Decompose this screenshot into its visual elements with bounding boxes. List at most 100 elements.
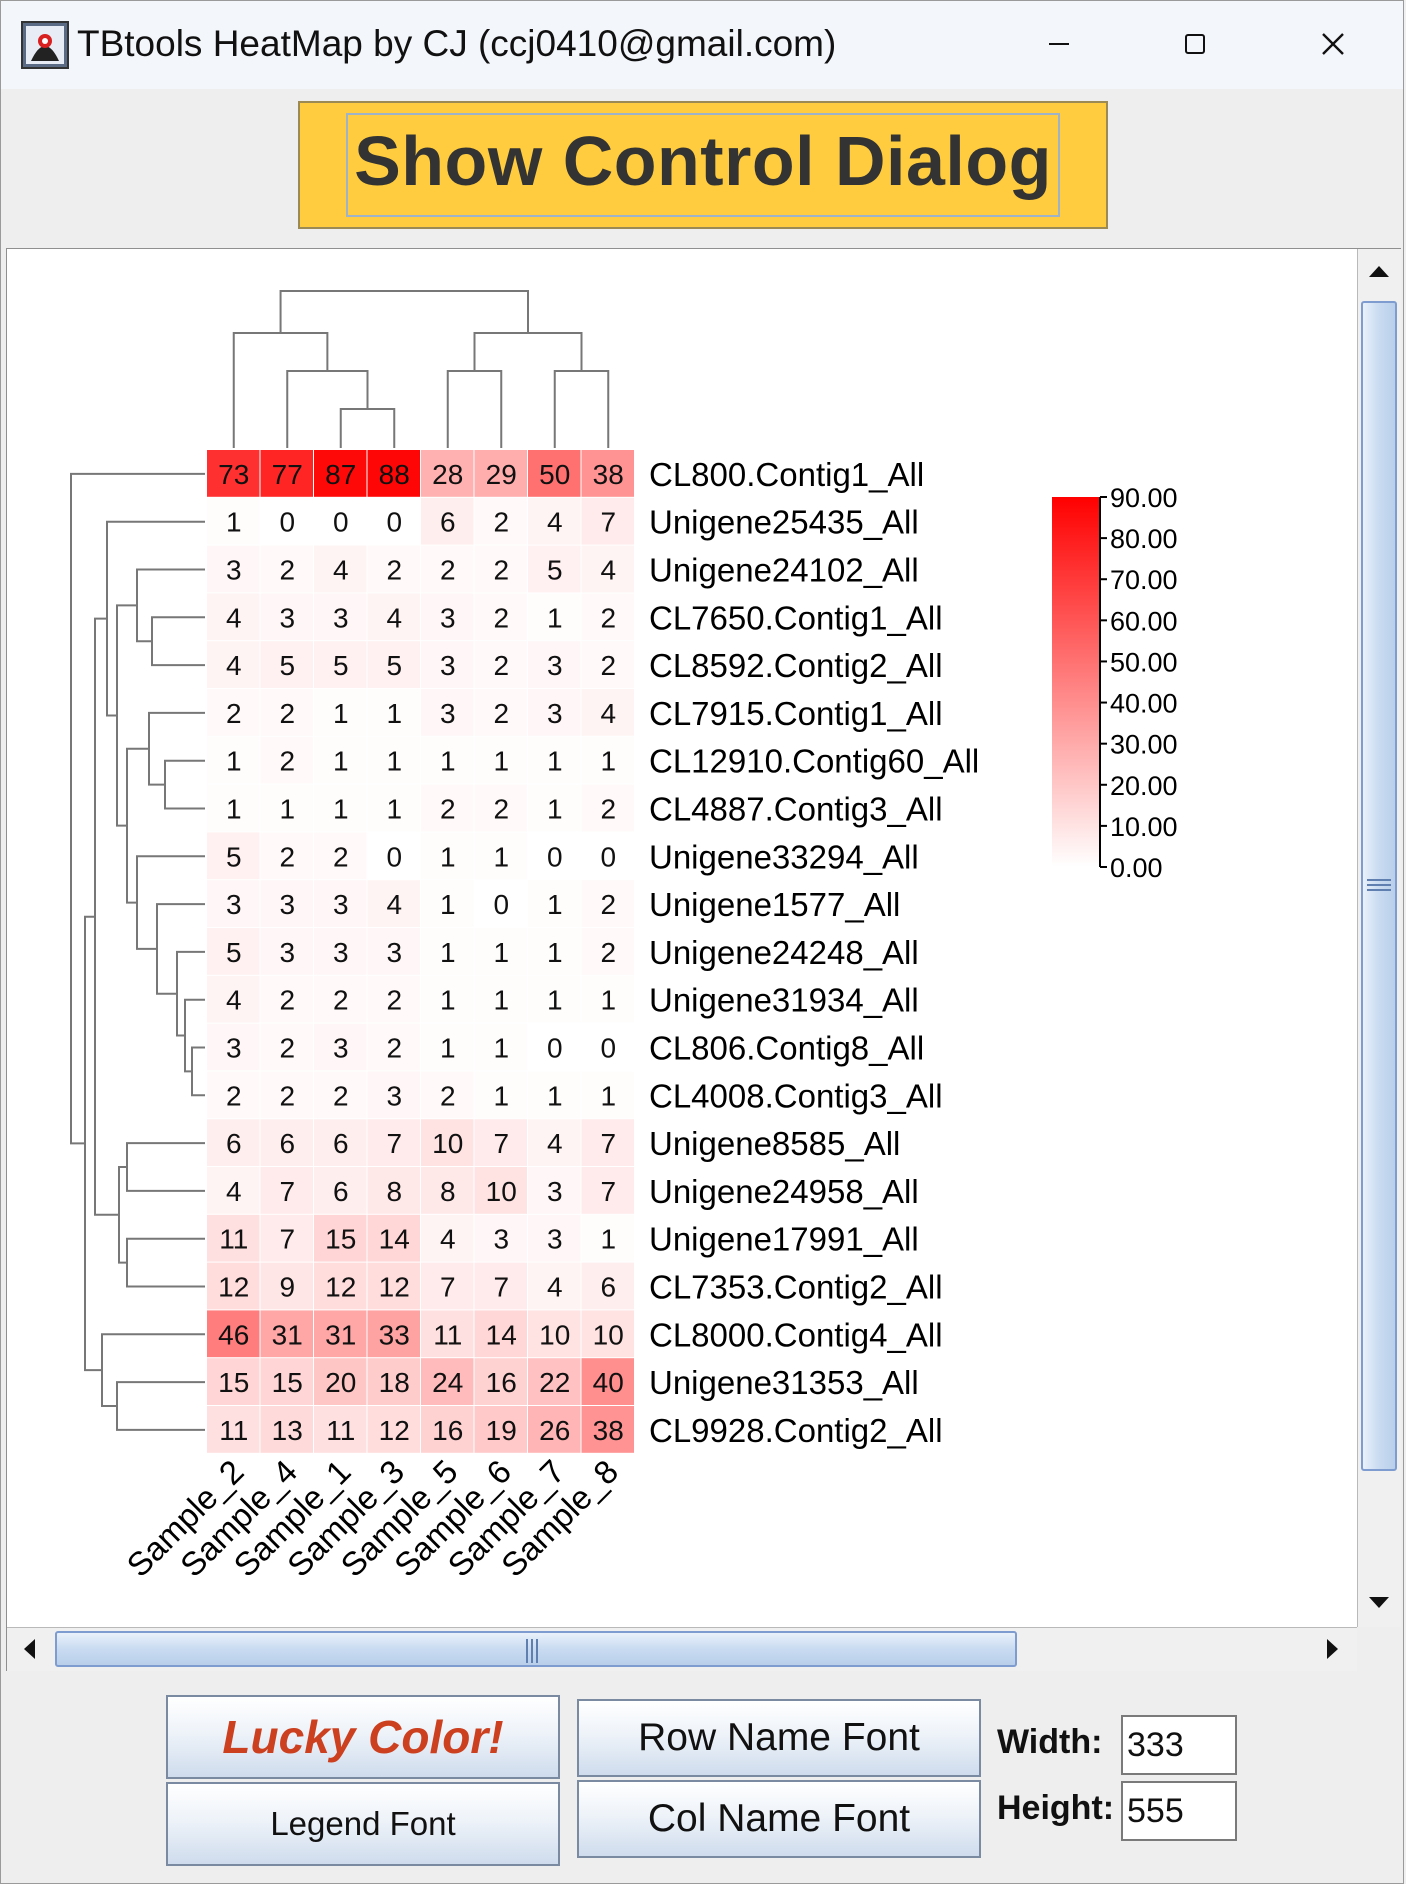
heatmap-cell — [367, 975, 420, 1023]
heatmap-cell — [207, 832, 260, 880]
heatmap-cell — [314, 497, 367, 545]
cell-value: 6 — [333, 1176, 349, 1207]
cell-value: 1 — [600, 1080, 616, 1111]
dendrogram-branch — [279, 290, 529, 333]
cell-value: 15 — [325, 1224, 356, 1255]
focus-ring — [346, 113, 1060, 217]
cell-value: 1 — [440, 889, 456, 920]
heatmap-scroll-pane[interactable]: 73 77 87 88 28 29 50 38 1 0 0 0 6 2 4 7 3 2 4 2 2 2 5 4 4 3 3 4 3 2 1 2… — [6, 248, 1401, 1671]
cell-value: 1 — [547, 794, 563, 825]
grip-icon — [526, 1639, 538, 1663]
row-label: CL9928.Contig2_All — [649, 1412, 943, 1449]
heatmap-cell — [207, 689, 260, 736]
heatmap-cell — [314, 928, 367, 975]
width-field[interactable] — [1121, 1715, 1237, 1775]
heatmap-cell — [421, 1214, 474, 1262]
cell-value: 10 — [539, 1319, 570, 1350]
cell-value: 87 — [325, 459, 356, 490]
cell-value: 3 — [440, 602, 456, 633]
heatmap-cell — [367, 1167, 420, 1214]
scroll-up-button[interactable] — [1359, 251, 1399, 291]
show-control-dialog-button[interactable]: Show Control Dialog — [298, 101, 1108, 229]
cell-value: 12 — [325, 1272, 356, 1303]
heatmap-cell — [367, 450, 420, 497]
heatmap-cell — [207, 784, 260, 832]
heatmap-cell — [207, 1167, 260, 1214]
heatmap-cell — [260, 975, 313, 1023]
minimize-icon — [1049, 43, 1069, 45]
cell-value: 2 — [600, 889, 616, 920]
cell-value: 88 — [379, 459, 410, 490]
scroll-left-button[interactable] — [9, 1629, 49, 1669]
width-label: Width: — [997, 1723, 1103, 1761]
cell-value: 2 — [333, 841, 349, 872]
cell-value: 1 — [279, 794, 295, 825]
heatmap-cell — [474, 736, 527, 784]
minimize-button[interactable] — [1029, 19, 1089, 69]
cell-value: 1 — [440, 1033, 456, 1064]
cell-value: 10 — [593, 1319, 624, 1350]
close-button[interactable] — [1303, 19, 1363, 69]
cell-value: 8 — [386, 1176, 402, 1207]
heatmap-cell — [474, 689, 527, 736]
heatmap-cell — [260, 928, 313, 975]
row-label: Unigene31353_All — [649, 1364, 919, 1401]
dendrogram-branch — [106, 520, 205, 717]
heatmap-cell — [421, 450, 474, 497]
heatmap-cell — [421, 832, 474, 880]
heatmap-cell — [581, 784, 634, 832]
lucky-color-button[interactable]: Lucky Color! — [166, 1695, 560, 1779]
heatmap-cell — [474, 1023, 527, 1071]
vertical-scroll-thumb[interactable] — [1361, 301, 1397, 1471]
dendrogram-branch — [553, 370, 610, 448]
maximize-button[interactable] — [1165, 19, 1225, 69]
heatmap-cell — [581, 1406, 634, 1453]
horizontal-scrollbar[interactable] — [7, 1627, 1357, 1671]
heatmap-cell — [260, 1119, 313, 1166]
close-icon — [1322, 33, 1344, 55]
cell-value: 11 — [326, 1415, 355, 1446]
heatmap-cell — [260, 1167, 313, 1214]
cell-value: 2 — [600, 602, 616, 633]
vertical-scrollbar[interactable] — [1357, 249, 1401, 1627]
heatmap-cell — [260, 641, 313, 688]
cell-value: 0 — [600, 1033, 616, 1064]
cell-value: 2 — [279, 1033, 295, 1064]
show-control-dialog-label: Show Control Dialog — [354, 122, 1052, 200]
heatmap-cell — [474, 450, 527, 497]
cell-value: 3 — [226, 555, 242, 586]
cell-value: 2 — [386, 985, 402, 1016]
row-dendrogram — [70, 472, 205, 1431]
heatmap-cell — [314, 1023, 367, 1071]
cell-value: 11 — [433, 1319, 462, 1350]
horizontal-scroll-thumb[interactable] — [55, 1631, 1017, 1667]
heatmap-cell — [421, 1071, 474, 1119]
cell-value: 7 — [279, 1224, 295, 1255]
cell-value: 4 — [547, 1272, 563, 1303]
heatmap-cell — [528, 1119, 581, 1166]
window-title: TBtools HeatMap by CJ (ccj0410@gmail.com… — [77, 23, 837, 64]
heatmap-cell — [260, 593, 313, 641]
dendrogram-branch — [136, 568, 205, 643]
heatmap-cell — [581, 928, 634, 975]
scroll-right-button[interactable] — [1313, 1629, 1353, 1669]
heatmap-cell — [474, 1406, 527, 1453]
cell-value: 1 — [440, 841, 456, 872]
heatmap-cell — [367, 736, 420, 784]
col-name-font-button[interactable]: Col Name Font — [577, 1780, 981, 1858]
cell-value: 29 — [486, 459, 517, 490]
cell-value: 3 — [440, 698, 456, 729]
cell-value: 3 — [440, 650, 456, 681]
heatmap-cell — [474, 928, 527, 975]
cell-value: 1 — [386, 794, 402, 825]
cell-value: 0 — [600, 841, 616, 872]
scroll-down-button[interactable] — [1359, 1583, 1399, 1623]
cell-value: 3 — [333, 937, 349, 968]
heatmap-cell — [260, 832, 313, 880]
cell-value: 11 — [219, 1415, 248, 1446]
height-field[interactable] — [1121, 1781, 1237, 1841]
title-bar: TBtools HeatMap by CJ (ccj0410@gmail.com… — [1, 1, 1403, 89]
row-name-font-button[interactable]: Row Name Font — [577, 1699, 981, 1777]
heatmap-cell — [474, 1119, 527, 1166]
legend-font-button[interactable]: Legend Font — [166, 1782, 560, 1866]
